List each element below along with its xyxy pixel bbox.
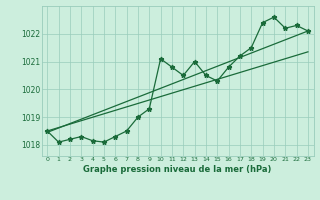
X-axis label: Graphe pression niveau de la mer (hPa): Graphe pression niveau de la mer (hPa) xyxy=(84,165,272,174)
